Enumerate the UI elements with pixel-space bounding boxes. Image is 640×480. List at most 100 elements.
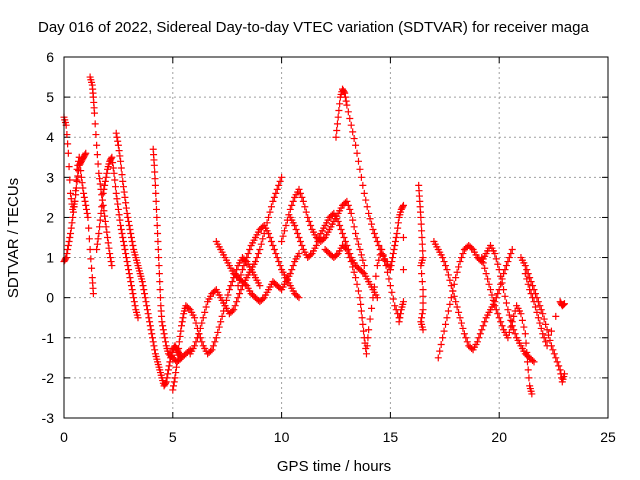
data-point	[93, 151, 101, 159]
data-point	[172, 369, 180, 377]
series-trace-f	[149, 145, 194, 366]
data-point	[505, 254, 513, 262]
data-point	[64, 246, 72, 254]
data-point	[497, 280, 505, 288]
data-point	[101, 177, 109, 185]
data-point	[418, 227, 426, 235]
data-point	[553, 358, 561, 366]
data-point	[196, 324, 204, 332]
data-point	[102, 223, 110, 231]
x-tick-label: 5	[169, 429, 177, 445]
data-point	[333, 120, 341, 128]
data-point	[479, 322, 487, 330]
data-point	[511, 330, 519, 338]
data-point	[347, 209, 355, 217]
data-point	[443, 266, 451, 274]
data-point	[543, 326, 551, 334]
data-point	[77, 173, 85, 181]
data-point	[455, 308, 463, 316]
data-point	[109, 164, 117, 172]
data-point	[488, 291, 496, 299]
data-point	[80, 189, 88, 197]
data-point	[337, 225, 345, 233]
data-point	[479, 259, 487, 267]
x-tick-label: 15	[383, 429, 399, 445]
data-point	[354, 240, 362, 248]
data-point	[418, 240, 426, 248]
data-point	[298, 193, 306, 201]
data-point	[353, 149, 361, 157]
data-point	[217, 318, 225, 326]
data-point	[344, 250, 352, 258]
data-point	[534, 314, 542, 322]
data-point	[457, 254, 465, 262]
series-trace-p	[415, 181, 427, 334]
data-point	[352, 229, 360, 237]
data-point	[453, 268, 461, 276]
data-point	[214, 328, 222, 336]
data-point	[550, 350, 558, 358]
data-point	[257, 240, 265, 248]
data-point	[486, 286, 494, 294]
data-point	[124, 262, 132, 270]
data-point	[354, 157, 362, 165]
data-point	[349, 263, 357, 271]
data-point	[419, 306, 427, 314]
data-point	[116, 152, 124, 160]
data-point	[449, 287, 457, 295]
data-point	[463, 338, 471, 346]
data-point	[494, 310, 502, 318]
data-point	[67, 224, 75, 232]
data-point	[73, 165, 81, 173]
y-tick-label: 3	[46, 169, 54, 185]
data-point	[333, 127, 341, 135]
data-point	[119, 183, 127, 191]
data-point	[124, 213, 132, 221]
data-point	[504, 258, 512, 266]
data-point	[119, 234, 127, 241]
data-point	[343, 197, 351, 205]
data-point	[256, 282, 264, 290]
data-point	[104, 234, 112, 241]
data-point	[111, 176, 119, 184]
data-point	[98, 191, 106, 199]
data-point	[353, 235, 361, 243]
data-point	[165, 362, 173, 370]
data-point	[523, 358, 531, 366]
data-point	[359, 256, 367, 264]
data-point	[446, 300, 454, 308]
data-point	[498, 279, 506, 287]
data-point	[65, 238, 73, 246]
y-tick-label: 2	[46, 209, 54, 225]
data-point	[481, 264, 489, 272]
data-point	[85, 235, 93, 243]
data-point	[399, 203, 407, 211]
data-point	[286, 205, 294, 213]
series-trace-j	[234, 221, 303, 302]
data-point	[399, 201, 407, 209]
data-point	[78, 179, 86, 187]
data-point	[122, 199, 130, 207]
data-point	[96, 216, 104, 224]
data-point	[379, 251, 387, 259]
data-point	[366, 315, 374, 323]
data-point	[394, 224, 402, 232]
data-point	[159, 326, 167, 334]
data-point	[95, 169, 103, 177]
data-point	[547, 327, 555, 335]
data-point	[72, 176, 80, 184]
data-point	[533, 308, 541, 316]
data-point	[460, 330, 468, 338]
data-point	[91, 120, 99, 128]
data-point	[530, 358, 538, 366]
data-point	[228, 278, 236, 286]
data-point	[72, 191, 80, 199]
data-point	[199, 314, 207, 322]
data-point	[246, 246, 254, 254]
data-point	[112, 189, 120, 197]
data-point	[341, 238, 349, 246]
data-point	[370, 283, 378, 291]
data-point	[259, 295, 267, 303]
data-point	[208, 346, 216, 354]
data-point	[149, 338, 157, 346]
